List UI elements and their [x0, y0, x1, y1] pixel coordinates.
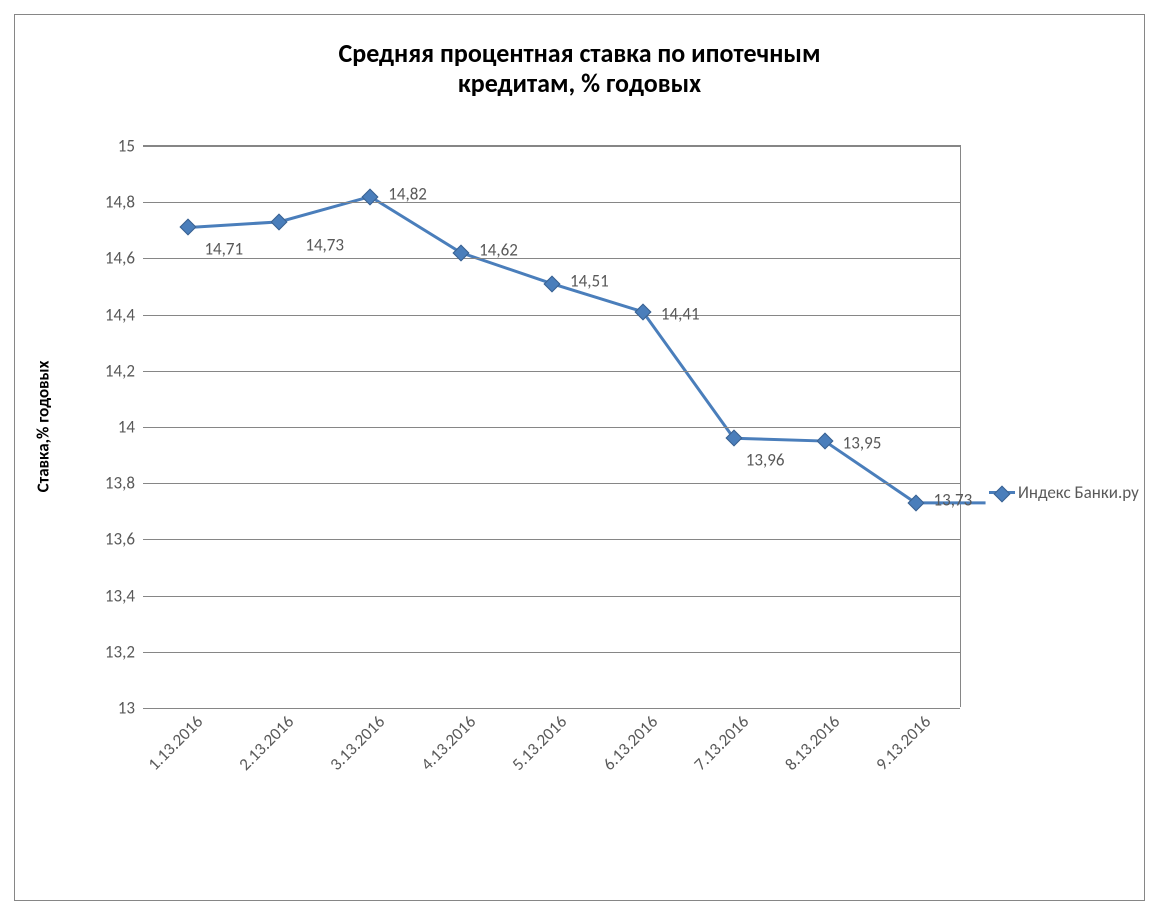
- gridline: [143, 596, 960, 597]
- x-tick-label: 3.13.2016: [321, 707, 389, 775]
- y-tick-label: 14,8: [105, 192, 143, 213]
- x-tick-label: 5.13.2016: [503, 707, 571, 775]
- y-tick-label: 14,2: [105, 360, 143, 381]
- plot-area: 1313,213,413,613,81414,214,414,614,8151.…: [143, 145, 961, 707]
- x-tick-label: 8.13.2016: [776, 707, 844, 775]
- y-tick-label: 14,4: [105, 304, 143, 325]
- y-tick-label: 13,6: [105, 529, 143, 550]
- y-tick-label: 15: [118, 136, 143, 157]
- data-label: 14,82: [388, 183, 427, 204]
- x-tick-label: 1.13.2016: [140, 707, 208, 775]
- gridline: [143, 371, 960, 372]
- x-tick-label: 6.13.2016: [594, 707, 662, 775]
- gridline: [143, 258, 960, 259]
- legend-label: Индекс Банки.ру: [1018, 482, 1139, 503]
- y-tick-label: 14,6: [105, 248, 143, 269]
- data-label: 14,41: [661, 303, 700, 324]
- gridline: [143, 652, 960, 653]
- legend-marker-icon: [994, 486, 1011, 503]
- gridline: [143, 315, 960, 316]
- gridline: [143, 202, 960, 203]
- gridline: [143, 539, 960, 540]
- y-tick-label: 14: [118, 417, 143, 438]
- x-tick-label: 9.13.2016: [867, 707, 935, 775]
- gridline: [143, 483, 960, 484]
- x-tick-label: 2.13.2016: [231, 707, 299, 775]
- y-tick-label: 13,4: [105, 585, 143, 606]
- x-tick-label: 4.13.2016: [412, 707, 480, 775]
- y-tick-label: 13: [118, 698, 143, 719]
- y-tick-label: 13,2: [105, 641, 143, 662]
- data-label: 14,71: [204, 239, 243, 260]
- data-label: 13,73: [934, 489, 973, 510]
- data-label: 14,62: [479, 239, 518, 260]
- data-label: 14,51: [570, 270, 609, 291]
- chart-title: Средняя процентная ставка по ипотечнымкр…: [15, 39, 1144, 99]
- x-tick-label: 7.13.2016: [685, 707, 753, 775]
- gridline: [143, 146, 960, 147]
- data-label: 13,96: [746, 450, 785, 471]
- legend-swatch: [989, 491, 1015, 494]
- y-axis-title: Ставка,% годовых: [33, 146, 54, 708]
- data-label: 13,95: [843, 433, 882, 454]
- y-tick-label: 13,8: [105, 473, 143, 494]
- data-label: 14,73: [305, 234, 344, 255]
- chart-frame: Средняя процентная ставка по ипотечнымкр…: [14, 14, 1145, 901]
- legend: Индекс Банки.ру: [989, 482, 1139, 503]
- gridline: [143, 427, 960, 428]
